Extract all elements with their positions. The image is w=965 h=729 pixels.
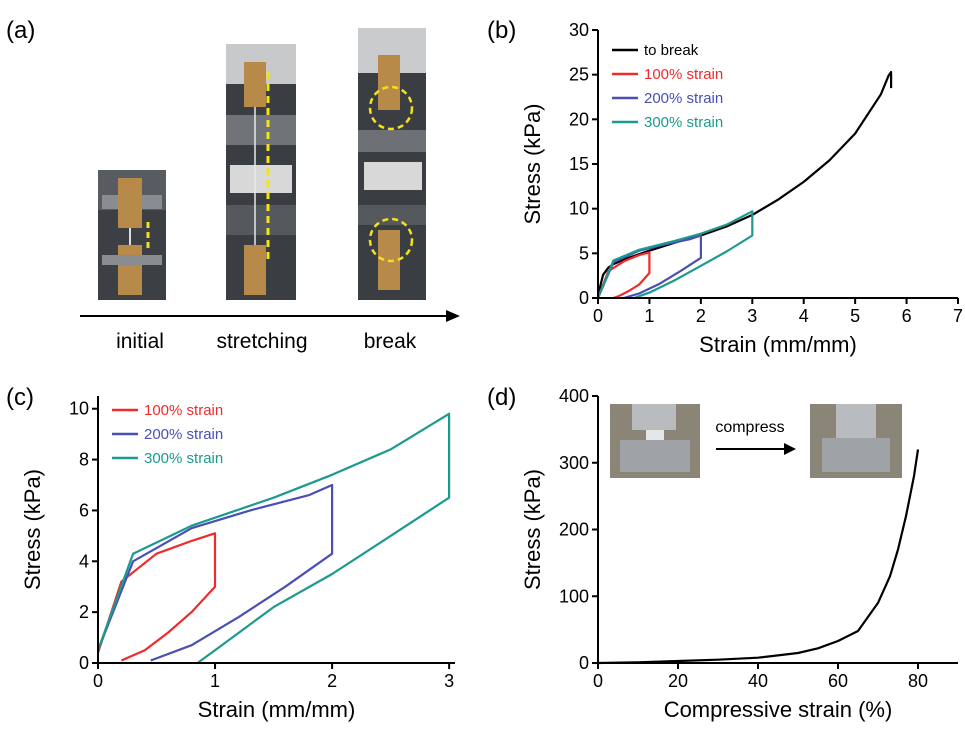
y-tick-label-b-2: 10 [569,199,589,219]
y-tick-label-b-5: 25 [569,65,589,85]
y-tick-label-d-2: 200 [559,520,589,540]
x-tick-label-b-6: 6 [902,306,912,326]
panel-c-letter: (c) [6,384,34,411]
y-tick-label-c-5: 10 [69,399,89,419]
legend-label-b-1: 100% strain [644,66,723,83]
x-axis-title-d: Compressive strain (%) [664,697,893,722]
legend-label-b-0: to break [644,42,699,59]
series-line-b-3 [596,210,754,300]
panel-a: (a) [6,17,460,353]
photo-break [358,28,426,300]
chart-d: (d) compress 0 20 40 60 80 0 100 200 300 400 Compr… [487,384,958,722]
y-tick-label-d-3: 300 [559,453,589,473]
legend-label-c-1: 200% strain [144,426,223,443]
series-line-b-2 [596,234,703,300]
photo-stretching [226,44,296,300]
x-tick-label-b-5: 5 [850,306,860,326]
chart-c: (c) 0 1 2 3 0 2 4 6 8 10 Strain (mm/mm) Stress (kPa… [6,384,455,722]
compress-label: compress [715,419,784,436]
y-tick-label-c-2: 4 [79,551,89,571]
x-tick-label-b-7: 7 [953,306,963,326]
legend-label-b-3: 300% strain [644,114,723,131]
y-axis-title-d: Stress (kPa) [520,469,545,590]
inset-after-photo [810,404,902,478]
y-tick-label-d-0: 0 [579,653,589,673]
x-tick-label-d-1: 20 [668,671,688,691]
y-tick-label-c-1: 2 [79,602,89,622]
panel-d-letter: (d) [487,384,516,411]
legend-label-c-2: 300% strain [144,450,223,467]
stage-label-initial: initial [116,330,164,353]
x-tick-label-d-4: 80 [908,671,928,691]
x-tick-label-b-2: 2 [696,306,706,326]
x-tick-label-d-0: 0 [593,671,603,691]
y-tick-label-c-4: 8 [79,450,89,470]
y-tick-label-c-3: 6 [79,500,89,520]
y-tick-label-b-3: 15 [569,154,589,174]
y-tick-label-b-6: 30 [569,20,589,40]
series-line-b-1 [596,251,651,300]
panel-b-letter: (b) [487,17,516,44]
stage-label-break: break [364,330,417,353]
y-tick-label-b-0: 0 [579,288,589,308]
stage-label-stretching: stretching [216,330,307,353]
x-tick-label-b-4: 4 [799,306,809,326]
compress-arrow [716,443,796,455]
x-tick-label-d-2: 40 [748,671,768,691]
y-tick-label-b-4: 20 [569,109,589,129]
timeline-arrow [80,310,460,322]
photo-initial [98,170,166,300]
series-line-c-0 [96,532,217,662]
x-tick-label-d-3: 60 [828,671,848,691]
legend-label-b-2: 200% strain [644,90,723,107]
y-tick-label-d-4: 400 [559,386,589,406]
x-tick-label-c-1: 1 [210,671,220,691]
series-line-b-0 [596,70,893,299]
series-line-c-1 [96,483,334,662]
x-tick-label-b-0: 0 [593,306,603,326]
x-tick-label-c-3: 3 [444,671,454,691]
y-tick-label-c-0: 0 [79,653,89,673]
y-axis-title-c: Stress (kPa) [20,469,45,590]
x-axis-title-b: Strain (mm/mm) [699,332,857,357]
panel-a-letter: (a) [6,17,35,44]
y-tick-label-d-1: 100 [559,586,589,606]
series-line-c-2 [96,412,451,664]
x-axis-title-c: Strain (mm/mm) [198,697,356,722]
y-axis-title-b: Stress (kPa) [520,103,545,224]
legend-label-c-0: 100% strain [144,402,223,419]
inset-before-photo [610,404,700,478]
y-tick-label-b-1: 5 [579,243,589,263]
x-tick-label-c-2: 2 [327,671,337,691]
x-tick-label-b-3: 3 [747,306,757,326]
series-line-d-0 [597,449,920,665]
chart-b: (b) 0 1 2 3 4 5 6 7 0 5 10 15 20 25 30 Strain (mm/mm) St… [487,17,963,357]
x-tick-label-b-1: 1 [644,306,654,326]
x-tick-label-c-0: 0 [93,671,103,691]
